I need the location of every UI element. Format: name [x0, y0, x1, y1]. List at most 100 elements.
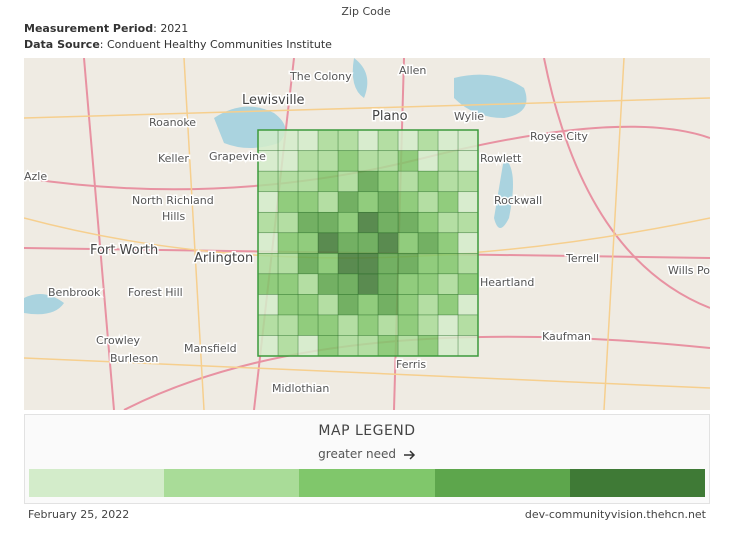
zip-region	[277, 129, 299, 152]
zip-region	[257, 294, 279, 316]
zip-region	[417, 253, 439, 275]
zip-region	[437, 314, 459, 336]
zip-region	[297, 170, 319, 193]
zip-region	[337, 232, 359, 254]
zip-region	[357, 232, 379, 254]
zip-region	[357, 150, 379, 172]
zip-region	[257, 129, 279, 152]
meta-value: 2021	[160, 22, 189, 35]
zip-region	[417, 335, 439, 357]
zip-region	[397, 232, 419, 254]
meta-label: Data Source	[24, 38, 100, 51]
zip-region	[317, 129, 339, 152]
place-label: Hills	[162, 210, 185, 223]
zip-region	[357, 273, 379, 295]
place-label: Keller	[158, 152, 189, 165]
zip-region	[257, 253, 279, 275]
place-label: Midlothian	[272, 382, 329, 395]
zip-region	[277, 314, 299, 336]
zip-region	[277, 273, 299, 295]
place-label: Allen	[399, 64, 426, 77]
zip-region	[437, 150, 459, 172]
map[interactable]: The Colony Allen Lewisville Plano Wylie Roano…	[24, 58, 710, 410]
zip-region	[297, 129, 319, 152]
meta-separator: :	[153, 22, 157, 35]
subtitle: Zip Code	[341, 5, 391, 18]
zip-region	[317, 314, 339, 336]
zip-region	[357, 294, 379, 316]
zip-region	[317, 273, 339, 295]
place-label: Benbrook	[48, 286, 101, 299]
zip-region	[277, 335, 299, 357]
place-label: Lewisville	[242, 93, 305, 108]
legend-swatch	[299, 469, 435, 497]
zip-region	[457, 191, 479, 213]
zip-region	[257, 314, 279, 336]
zip-region	[377, 273, 399, 295]
zip-region	[457, 294, 479, 316]
zip-region	[457, 170, 479, 193]
zip-region	[317, 150, 339, 172]
zip-region	[277, 150, 299, 172]
footer-date: February 25, 2022	[28, 508, 130, 521]
zip-region	[377, 314, 399, 336]
zip-region	[397, 211, 419, 234]
zip-region	[317, 170, 339, 193]
zip-region	[297, 150, 319, 172]
place-label: Terrell	[565, 252, 599, 265]
zip-region	[337, 273, 359, 295]
zip-region	[297, 294, 319, 316]
zip-region	[337, 294, 359, 316]
legend-swatch	[569, 469, 706, 497]
zip-region	[357, 335, 379, 357]
legend-title: MAP LEGEND	[318, 423, 416, 439]
place-label: The Colony	[289, 70, 352, 83]
zip-region	[337, 211, 359, 234]
zip-regions	[257, 129, 479, 357]
zip-region	[437, 294, 459, 316]
legend-bar	[29, 469, 706, 497]
zip-region	[417, 294, 439, 316]
zip-region	[337, 150, 359, 172]
zip-region	[377, 170, 399, 193]
zip-region	[337, 191, 359, 213]
meta-separator: :	[99, 38, 104, 51]
zip-region	[397, 273, 419, 295]
place-label: Azle	[24, 170, 47, 183]
zip-region	[377, 150, 399, 172]
legend-direction-text: greater need	[318, 447, 397, 461]
place-label: Kaufman	[542, 330, 591, 343]
zip-region	[437, 191, 459, 213]
place-label: Wylie	[454, 110, 484, 123]
zip-region	[397, 294, 419, 316]
map-canvas: The Colony Allen Lewisville Plano Wylie Roano…	[24, 58, 710, 410]
place-labels: The Colony Allen Lewisville Plano Wylie Roano…	[24, 63, 710, 397]
place-label: Crowley	[96, 334, 141, 347]
place-label: Fort Worth	[90, 243, 158, 258]
place-label: Roanoke	[149, 116, 196, 129]
zip-region	[437, 273, 459, 295]
zip-region	[277, 211, 299, 234]
place-label: Burleson	[110, 352, 158, 365]
zip-region	[317, 232, 339, 254]
footer-url: dev-communityvision.thehcn.net	[524, 508, 706, 521]
zip-region	[317, 253, 339, 275]
zip-region	[417, 150, 439, 172]
zip-region	[337, 335, 359, 357]
legend-swatch	[434, 469, 570, 497]
zip-region	[277, 253, 299, 275]
zip-region	[417, 129, 439, 152]
zip-region	[397, 191, 419, 213]
zip-region	[417, 211, 439, 234]
zip-region	[437, 253, 459, 275]
arrow-icon	[403, 449, 415, 460]
zip-region	[357, 129, 379, 152]
zip-region	[437, 232, 459, 254]
zip-region	[357, 253, 379, 275]
place-label: Ferris	[396, 358, 426, 371]
zip-region	[257, 191, 279, 213]
zip-region	[317, 294, 339, 316]
zip-region	[317, 191, 339, 213]
zip-region	[417, 273, 439, 295]
